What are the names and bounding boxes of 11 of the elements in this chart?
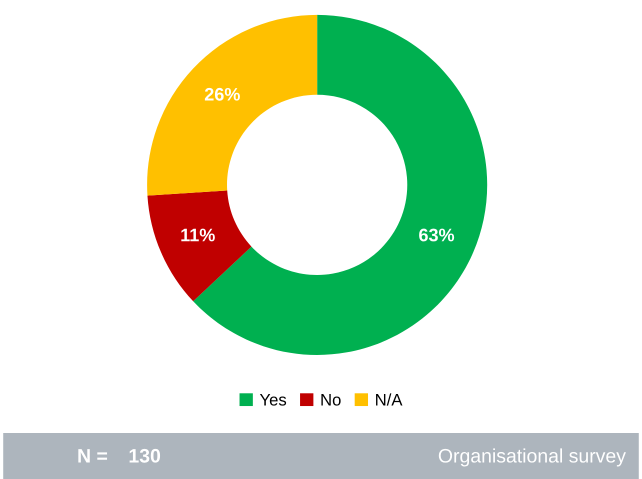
data-label: 26%: [204, 88, 240, 101]
text: 130: [130, 448, 160, 463]
text: Organisational survey: [438, 448, 626, 467]
data-label: 63%: [419, 228, 454, 242]
legend-label: N/A: [376, 393, 402, 406]
text: N =: [78, 449, 108, 462]
donut-slice: [147, 14, 318, 196]
data-label: 11%: [181, 228, 215, 242]
legend-label: No: [321, 394, 341, 406]
legend-label: Yes: [260, 394, 286, 406]
donut-slice: [147, 190, 252, 302]
